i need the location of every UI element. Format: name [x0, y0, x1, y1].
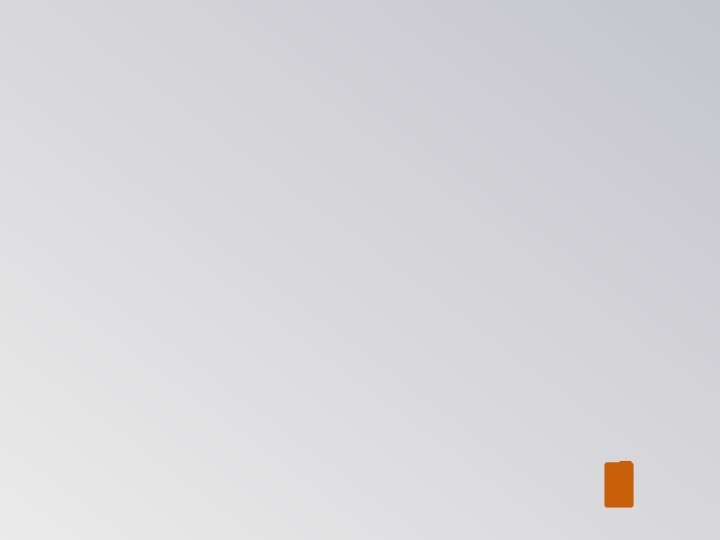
Text: 12.07%  FY 2011: 12.07% FY 2011: [386, 343, 563, 363]
Text: •  2.95%  FY 2010: • 2.95% FY 2010: [176, 420, 366, 440]
Text: •  11.79%  FY 2010: • 11.79% FY 2010: [176, 343, 379, 363]
Text: following percentages will be used: following percentages will be used: [138, 193, 467, 212]
Text: AUBURN
UNIVERSITY: AUBURN UNIVERSITY: [583, 435, 635, 456]
Text: •  33.19%  FY 2010: • 33.19% FY 2010: [176, 266, 379, 286]
Text: •: •: [140, 235, 148, 248]
Text: Proposed benefit rates: Proposed benefit rates: [112, 102, 616, 145]
Text: Part time personnel: Part time personnel: [151, 312, 336, 331]
Text: •: •: [140, 389, 148, 402]
Text: Graduate Assistants: Graduate Assistants: [151, 389, 366, 408]
FancyBboxPatch shape: [619, 461, 631, 486]
Text: 3.10%  FY 2011: 3.10% FY 2011: [386, 420, 549, 440]
Text: Full time personnel  (including summer): Full time personnel (including summer): [151, 235, 526, 254]
Text: in recording benefit expense: in recording benefit expense: [258, 193, 564, 212]
Text: Effective 10/1/2009, contingent upon Federal approval, the: Effective 10/1/2009, contingent upon Fed…: [138, 165, 693, 184]
Text: on AU salaries and wages: on AU salaries and wages: [138, 221, 379, 240]
Text: •: •: [140, 312, 148, 325]
Text: •: •: [121, 165, 129, 179]
FancyBboxPatch shape: [604, 462, 634, 508]
Text: 34.96%  FY 2011: 34.96% FY 2011: [386, 266, 563, 286]
